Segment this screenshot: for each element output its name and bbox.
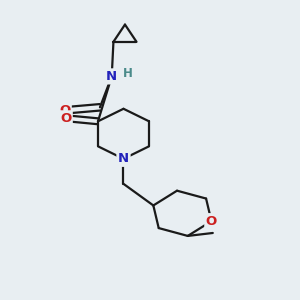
Text: O: O [60, 112, 71, 125]
Text: O: O [206, 215, 217, 228]
Text: N: N [118, 152, 129, 165]
Text: N: N [106, 70, 117, 83]
Text: H: H [123, 67, 133, 80]
Text: O: O [59, 104, 70, 117]
